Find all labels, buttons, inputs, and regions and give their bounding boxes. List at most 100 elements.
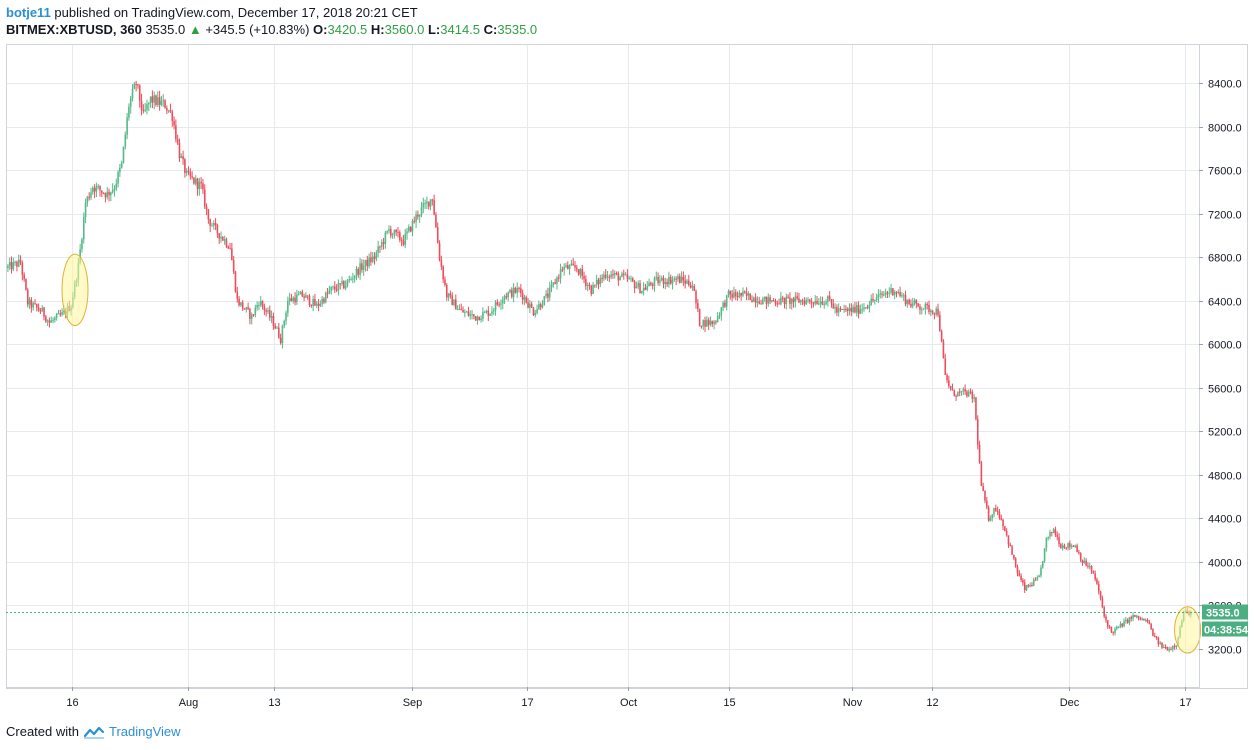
candle-up <box>843 309 845 311</box>
candle-up <box>1043 548 1046 562</box>
candle-up <box>767 297 770 304</box>
candle-up <box>603 274 605 279</box>
candle-down <box>698 308 701 327</box>
x-tick-label: Dec <box>1060 697 1080 709</box>
candle-down <box>193 177 195 184</box>
open-value: 3420.5 <box>327 22 368 37</box>
candle-down <box>25 279 27 290</box>
candle-down <box>996 510 999 512</box>
candle-up <box>753 297 755 302</box>
candle-up <box>592 284 594 295</box>
candle-down <box>839 308 842 310</box>
candle-up <box>902 295 905 297</box>
candle-down <box>202 183 204 190</box>
candle-down <box>189 171 192 177</box>
high-label: H: <box>370 22 385 37</box>
candle-down <box>357 269 360 275</box>
candle-down <box>734 292 737 297</box>
candle-up <box>162 100 165 102</box>
candle-up <box>548 287 551 298</box>
candle-down <box>1094 573 1096 580</box>
candle-down <box>306 295 309 297</box>
candle-down <box>433 200 435 215</box>
candle-down <box>998 511 1001 518</box>
candle-down <box>751 299 753 302</box>
candle-up <box>144 109 146 111</box>
candle-up <box>117 172 119 184</box>
candle-up <box>861 309 863 311</box>
candle-up <box>464 312 466 314</box>
candle-up <box>655 276 658 279</box>
candle-up <box>668 276 670 285</box>
candle-down <box>910 303 912 307</box>
candle-up <box>630 278 632 280</box>
candle-down <box>572 263 574 266</box>
candle-up <box>1088 566 1091 568</box>
candle-down <box>695 290 697 304</box>
candle-up <box>664 282 667 284</box>
candle-up <box>52 319 54 321</box>
candle-up <box>281 325 284 344</box>
candle-down <box>101 190 103 193</box>
candle-down <box>155 95 157 105</box>
candle-up <box>110 192 112 196</box>
candle-down <box>933 313 936 315</box>
candle-down <box>525 297 528 303</box>
candle-up <box>659 280 661 283</box>
candle-down <box>59 313 62 315</box>
candle-up <box>469 314 472 316</box>
candle-down <box>498 304 500 306</box>
candle-up <box>408 226 410 232</box>
candle-up <box>185 170 188 174</box>
candle-up <box>1038 575 1040 578</box>
candle-down <box>736 296 739 298</box>
candle-down <box>810 301 813 303</box>
candle-up <box>491 311 493 314</box>
candle-down <box>462 309 464 313</box>
candle-down <box>496 302 499 305</box>
candle-down <box>158 97 161 105</box>
candle-down <box>644 287 647 290</box>
candle-down <box>279 337 282 344</box>
candle-up <box>113 189 116 191</box>
candle-down <box>310 305 313 307</box>
candle-up <box>586 284 589 286</box>
candle-down <box>1076 545 1078 553</box>
candle-down <box>205 206 208 210</box>
candle-up <box>63 311 65 313</box>
tradingview-brand-link[interactable]: TradingView <box>108 724 181 739</box>
candle-down <box>249 309 251 319</box>
candle-down <box>1069 543 1071 547</box>
candle-down <box>1155 636 1158 638</box>
price-axis[interactable]: 3200.03600.04000.04400.04800.05200.05600… <box>1199 79 1242 657</box>
candle-up <box>319 303 322 306</box>
candle-up <box>883 294 885 296</box>
candle-up <box>55 314 58 318</box>
candle-down <box>1130 617 1133 619</box>
candle-up <box>133 83 136 89</box>
candle-up <box>646 286 649 290</box>
candle-down <box>547 293 549 298</box>
candle-down <box>19 259 22 263</box>
candle-down <box>303 296 305 298</box>
candle-down <box>323 298 325 303</box>
candle-down <box>137 84 139 86</box>
candle-up <box>503 296 506 300</box>
candle-down <box>622 273 625 275</box>
author-link[interactable]: botje11 <box>6 5 51 20</box>
candle-down <box>200 181 202 184</box>
candle-up <box>818 303 820 305</box>
time-axis[interactable]: 16 Aug 13 Sep 17 Oct 15 Nov 12 Dec 17 <box>66 687 1192 709</box>
price-chart[interactable]: 3200.03600.04000.04400.04800.05200.05600… <box>0 0 1254 715</box>
candle-down <box>781 297 784 299</box>
candle-down <box>30 299 33 308</box>
candle-down <box>978 444 981 463</box>
candle-up <box>167 110 170 112</box>
candle-down <box>1016 567 1019 574</box>
candle-up <box>198 181 201 190</box>
candle-down <box>252 314 255 316</box>
candle-down <box>895 291 898 294</box>
candle-up <box>805 299 807 305</box>
candle-down <box>427 201 430 207</box>
candle-down <box>478 316 481 321</box>
